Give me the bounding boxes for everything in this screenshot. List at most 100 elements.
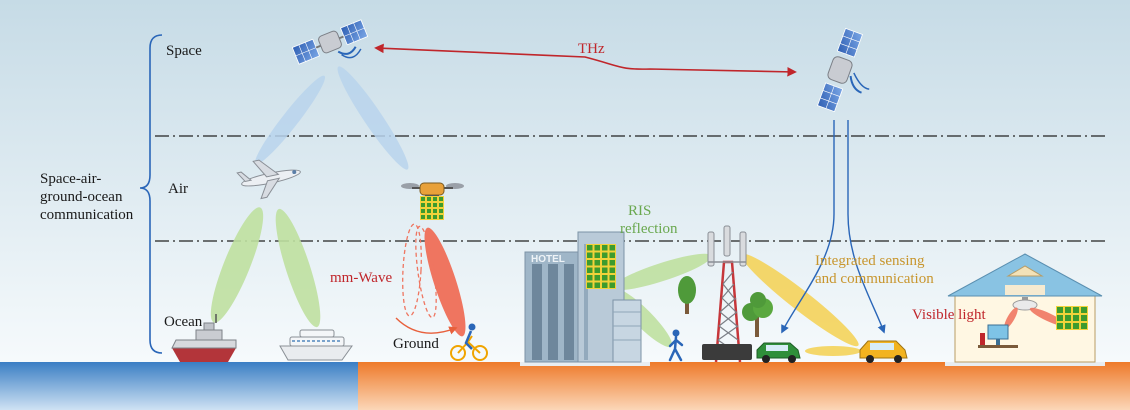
ris-panel-icon	[586, 244, 616, 289]
ris-cell	[1065, 323, 1071, 329]
label-ris-line-2: reflection	[620, 221, 678, 237]
label-space: Space	[166, 43, 202, 59]
ris-panel-icon	[420, 196, 444, 220]
ris-cell	[602, 275, 608, 281]
ris-cell	[1065, 315, 1071, 321]
ris-cell	[1073, 307, 1079, 313]
ris-cell	[602, 282, 608, 288]
cruise-ship-icon	[279, 329, 353, 361]
ris-cell	[587, 245, 593, 251]
ris-cell	[421, 209, 425, 213]
ris-cell	[587, 252, 593, 258]
ris-cell	[433, 215, 437, 219]
label-isac-line-1: Integrated sensing	[815, 253, 925, 269]
airplane-beam-to-cruise	[275, 208, 321, 328]
label-system-line-3: communication	[40, 207, 134, 223]
ris-cell	[594, 252, 600, 258]
monitor-icon	[978, 324, 1018, 348]
label-ris-line-1: RIS	[628, 203, 652, 219]
mmwave-sweep-arrow	[395, 317, 458, 335]
label-air: Air	[168, 181, 188, 197]
isac-beam	[741, 253, 859, 347]
ris-cell	[594, 260, 600, 266]
house-icon	[945, 253, 1105, 366]
ris-cell	[421, 197, 425, 201]
ris-cell	[1073, 315, 1079, 321]
label-visible-light: Visible light	[912, 307, 986, 323]
ris-cell	[1081, 307, 1087, 313]
ris-cell	[427, 197, 431, 201]
label-mmwave: mm-Wave	[330, 270, 393, 286]
layer-brace	[139, 34, 163, 354]
tree-icon	[742, 292, 773, 337]
car-to-car-beam	[805, 346, 861, 356]
ris-cell	[433, 209, 437, 213]
ris-cell	[587, 267, 593, 273]
ris-cell	[587, 282, 593, 288]
ris-cell	[609, 275, 615, 281]
ris-cell	[594, 245, 600, 251]
label-system-line-2: ground-ocean	[40, 189, 123, 205]
label-ocean: Ocean	[164, 314, 203, 330]
ris-cell	[602, 260, 608, 266]
ris-cell	[1073, 323, 1079, 329]
ris-cell	[421, 215, 425, 219]
land-surface	[358, 362, 1130, 410]
car-icon	[859, 340, 908, 363]
hotel-sign: HOTEL	[531, 254, 565, 265]
ris-cell	[1057, 315, 1063, 321]
ris-cell	[439, 197, 443, 201]
ris-cell	[439, 209, 443, 213]
ris-cell	[1081, 323, 1087, 329]
airplane-beam-to-ship	[210, 207, 264, 323]
ris-cell	[439, 215, 443, 219]
label-isac-line-2: and communication	[815, 271, 934, 287]
sea-surface	[0, 362, 358, 410]
ris-cell	[433, 197, 437, 201]
ris-cell	[602, 252, 608, 258]
ris-cell	[421, 203, 425, 207]
mmwave-beam-dashed-1	[402, 223, 422, 317]
ris-cell	[439, 203, 443, 207]
label-ground: Ground	[393, 336, 439, 352]
ris-cell	[1057, 307, 1063, 313]
mmwave-beam-solid	[424, 227, 466, 337]
ris-cell	[587, 260, 593, 266]
ris-cell	[609, 245, 615, 251]
ris-cell	[609, 282, 615, 288]
ris-cell	[602, 267, 608, 273]
ris-cell	[427, 215, 431, 219]
ris-cell	[433, 203, 437, 207]
ris-cell	[594, 275, 600, 281]
label-system-line-1: Space-air-	[40, 171, 102, 187]
label-thz: THz	[578, 41, 605, 57]
tree-icon	[678, 276, 696, 314]
cell-tower-icon	[702, 225, 752, 363]
ris-panel-icon	[1056, 306, 1088, 330]
ris-cell	[1081, 315, 1087, 321]
car-icon	[756, 342, 801, 363]
ris-cell	[602, 245, 608, 251]
mmwave-beam-dashed-2	[415, 225, 437, 319]
ris-cell	[594, 267, 600, 273]
ceiling-light-icon	[1012, 297, 1038, 311]
ris-cell	[427, 203, 431, 207]
airplane-icon	[236, 159, 301, 200]
ris-cell	[609, 260, 615, 266]
satellite-link-left	[781, 120, 835, 334]
ris-cell	[609, 252, 615, 258]
light-beam-to-monitor	[1004, 307, 1018, 329]
ship-icon	[171, 314, 237, 362]
pedestrian-icon	[668, 329, 684, 362]
ris-cell	[427, 209, 431, 213]
satellite-beam-to-drone	[337, 66, 409, 170]
ris-cell	[1065, 307, 1071, 313]
satellite-link-right	[847, 120, 886, 334]
satellite-icon	[817, 27, 870, 113]
satellite-beam-to-airplane	[254, 75, 326, 165]
ris-cell	[587, 275, 593, 281]
cyclist-icon	[450, 323, 488, 361]
satellite-icon	[291, 19, 369, 65]
thz-link	[374, 43, 797, 77]
